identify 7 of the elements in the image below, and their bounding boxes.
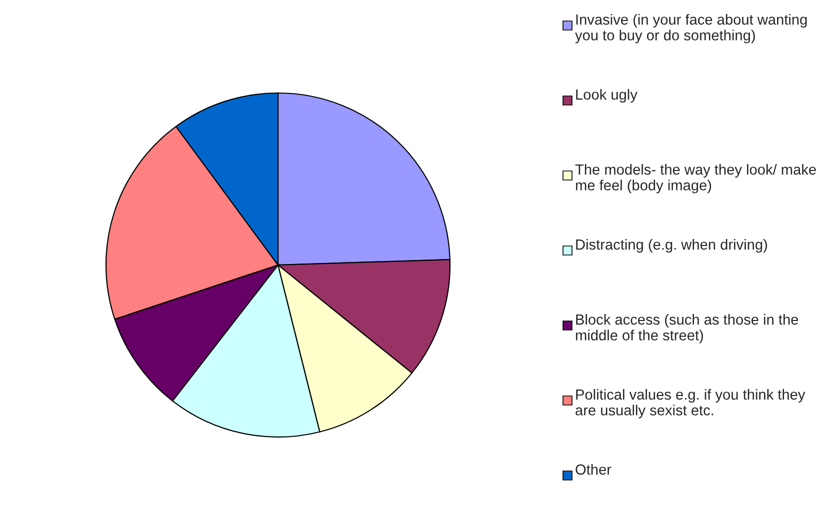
- legend-label: Political values e.g. if you think they are usually sexist etc.: [576, 389, 806, 418]
- legend-label: Block access (such as those in the middle of the street): [576, 314, 798, 344]
- legend-label: The models- the way they look/ make me feel (body image): [575, 164, 816, 194]
- legend-label: Distracting (e.g. when driving): [576, 239, 767, 253]
- legend-label: Other: [576, 464, 612, 475]
- legend-label: Invasive (in your face about wanting you to buy or do something): [575, 14, 807, 44]
- legend-label: Look ugly: [576, 89, 638, 103]
